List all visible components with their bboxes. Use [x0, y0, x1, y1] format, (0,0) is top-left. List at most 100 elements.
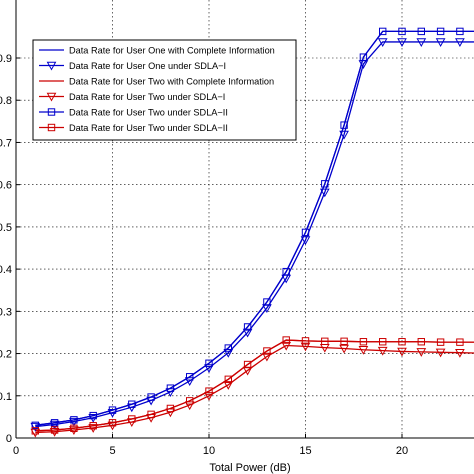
data-point [321, 180, 329, 188]
data-point [416, 348, 427, 357]
data-point [128, 415, 136, 423]
data-point [165, 408, 176, 418]
data-point [417, 27, 426, 36]
data-point [31, 421, 39, 430]
data-point [243, 360, 252, 369]
data-point [377, 346, 388, 356]
data-point [146, 396, 156, 406]
data-point [108, 419, 117, 427]
data-point [223, 349, 234, 358]
legend-marker [47, 108, 56, 116]
legend-label: Data Rate for User Two under SDLA−I [69, 92, 225, 102]
data-point [455, 349, 465, 358]
data-point [242, 328, 253, 338]
x-tick-label: 15 [299, 445, 311, 457]
data-point [340, 121, 348, 129]
data-point [204, 392, 214, 401]
data-point [263, 347, 271, 355]
data-point [397, 347, 407, 357]
data-point [205, 387, 213, 395]
y-tick-label: 0.8 [0, 95, 12, 107]
data-point [339, 130, 349, 140]
y-tick-label: 0.9 [0, 53, 12, 65]
data-point [30, 422, 41, 432]
data-point [456, 338, 464, 346]
data-point [300, 342, 311, 352]
tick-layer: 0 5 10 15 20 0 0.1 0.2 0.3 0.4 0.5 0.6 0.7 0.8 0.9 [0, 53, 408, 457]
x-tick-label: 10 [203, 445, 215, 457]
data-point [49, 420, 60, 430]
y-tick-label: 0.1 [0, 391, 12, 403]
axis-layer [15, 0, 474, 439]
data-point [146, 414, 156, 423]
data-point [377, 38, 388, 47]
data-point [436, 338, 445, 346]
data-point [435, 348, 446, 358]
data-point [50, 419, 59, 427]
data-point [417, 338, 426, 346]
data-point [89, 411, 97, 420]
data-point [282, 267, 290, 276]
data-point [416, 38, 427, 47]
data-point [70, 424, 78, 432]
data-point [69, 417, 79, 427]
data-point [128, 400, 136, 408]
data-point [50, 426, 59, 434]
data-point [165, 388, 176, 398]
legend: Data Rate for User One with Complete Inf… [32, 39, 297, 141]
legend-label: Data Rate for User Two under SDLA−II [69, 123, 228, 133]
legend-label: Data Rate for User One under SDLA−I [69, 61, 226, 71]
y-tick-label: 0.6 [0, 180, 12, 192]
data-point [166, 404, 175, 413]
data-point [224, 375, 233, 384]
data-point [147, 410, 155, 419]
data-point [397, 38, 407, 47]
data-point [224, 344, 233, 352]
data-point [340, 337, 348, 346]
data-point [184, 401, 195, 411]
data-point [359, 53, 368, 61]
legend-marker [46, 92, 57, 102]
marker-layer [30, 27, 465, 438]
x-tick-label: 5 [109, 445, 115, 457]
data-point [379, 338, 387, 346]
data-point [243, 323, 252, 331]
data-point [300, 236, 311, 246]
data-point [30, 428, 41, 438]
data-point [301, 228, 310, 237]
data-point [436, 27, 445, 36]
y-tick-label: 0.2 [0, 349, 12, 361]
data-point [88, 424, 99, 433]
data-point [301, 337, 310, 345]
legend-label: Data Rate for User One with Complete Inf… [69, 45, 275, 55]
legend-label: Data Rate for User Two under SDLA−II [69, 107, 228, 117]
data-point [69, 426, 79, 436]
legend-box [32, 39, 297, 141]
data-point [456, 27, 464, 36]
series-line [35, 344, 474, 434]
y-tick-label: 0.4 [0, 264, 12, 276]
data-point [70, 416, 78, 424]
data-point [223, 381, 234, 390]
data-point [204, 364, 214, 373]
data-point [282, 336, 290, 344]
data-point [89, 422, 97, 430]
data-point [205, 359, 213, 367]
data-point [319, 188, 330, 198]
data-point [147, 393, 155, 401]
y-tick-label: 0 [6, 433, 12, 445]
data-point [166, 384, 175, 392]
data-point [339, 344, 349, 354]
legend-label: Data Rate for User Two with Complete Inf… [69, 76, 274, 86]
data-point [455, 38, 465, 47]
data-point [263, 298, 271, 306]
data-point [379, 27, 387, 36]
legend-marker [46, 61, 57, 71]
x-axis-label: Total Power (dB) [209, 462, 290, 474]
y-tick-label: 0.7 [0, 137, 12, 149]
data-point [186, 373, 194, 381]
data-point [359, 338, 368, 346]
data-point [435, 38, 446, 47]
data-point [186, 397, 194, 405]
